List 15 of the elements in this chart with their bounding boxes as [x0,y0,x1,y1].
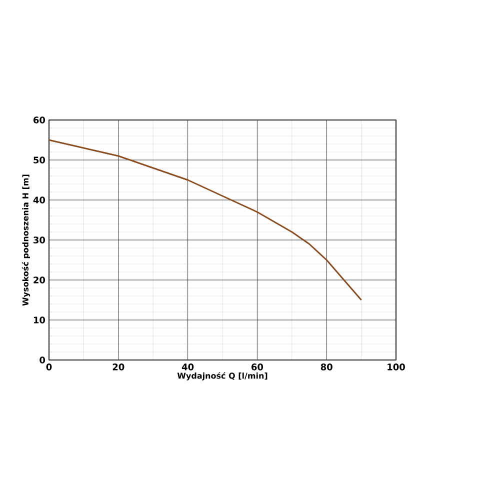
y-tick-label: 30 [34,236,46,244]
y-tick-label: 0 [40,356,46,364]
x-tick-label: 40 [182,364,194,370]
y-tick-label: 50 [34,156,46,164]
x-tick-label: 20 [112,364,124,370]
y-tick-label: 60 [34,116,46,124]
x-tick-label: 100 [388,364,405,370]
x-axis-title: Wydajność Q [l/min] [177,372,268,380]
x-tick-label: 60 [252,364,264,370]
y-tick-label: 20 [34,276,46,284]
y-tick-label: 10 [34,316,46,324]
x-tick-label: 80 [320,364,332,370]
y-axis-title: Wysokość podnoszenia H [m] [22,174,30,306]
y-tick-label: 40 [33,196,46,204]
x-tick-label: 0 [46,364,52,370]
